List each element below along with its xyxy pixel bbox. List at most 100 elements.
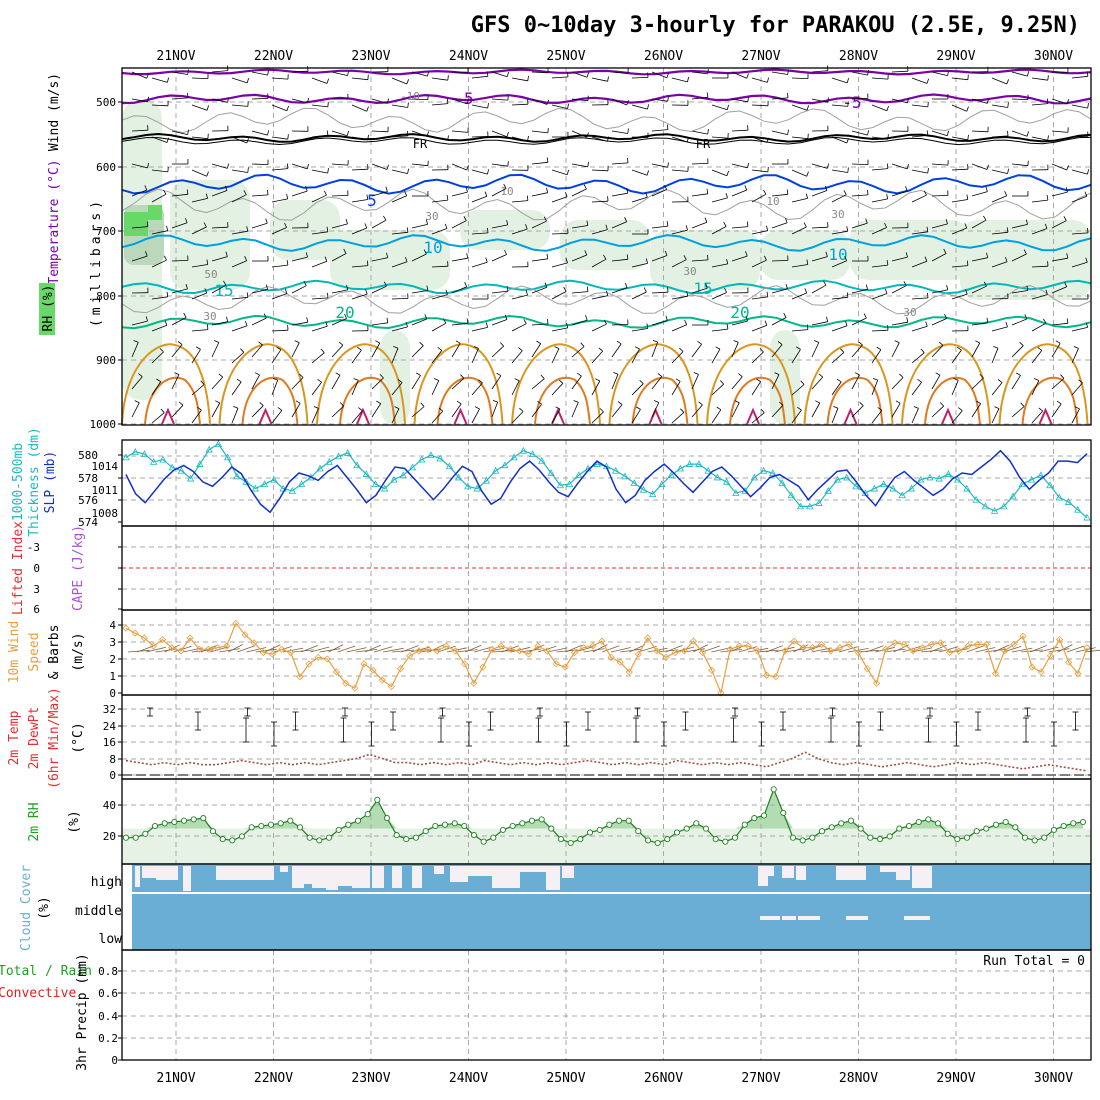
y-tick-label: 578 <box>78 472 98 485</box>
wind-barb-flag <box>865 284 868 290</box>
thickness-point <box>187 474 195 482</box>
slp-label: SLP (mb) <box>43 451 58 514</box>
wind10m-barb <box>146 646 166 653</box>
wind-barb <box>291 70 309 73</box>
wind-barb-flag <box>665 315 668 321</box>
wind-barb-flag <box>944 313 947 319</box>
rh2m-point <box>1031 837 1038 844</box>
thickness-point <box>972 495 980 503</box>
wind-barb <box>511 411 524 424</box>
rh2m-point <box>770 786 777 793</box>
wind-barb <box>171 317 187 326</box>
wind10m-point <box>772 673 780 681</box>
wind-barb-flag <box>846 292 849 298</box>
wind-barb-flag <box>133 340 139 343</box>
cloud-mid-gap <box>760 916 780 920</box>
warm-contour <box>803 343 894 425</box>
wind-barb <box>951 199 968 203</box>
rh2m-point <box>209 828 217 835</box>
wind-barb <box>331 318 347 326</box>
wind-barb-flag <box>1034 378 1039 381</box>
thickness-point <box>667 471 675 479</box>
hot-contour <box>356 407 370 425</box>
wind-barb-flag <box>305 186 308 192</box>
wind10m-point <box>909 647 917 655</box>
wind10m-point <box>314 653 322 661</box>
wind-barb <box>831 352 845 364</box>
wind-barb <box>991 298 1009 300</box>
thickness-point <box>436 454 444 462</box>
wind-barb <box>231 352 245 364</box>
wind-barb-flag <box>246 226 249 232</box>
wind-barb-flag <box>797 406 802 411</box>
wind-barb-flag <box>666 72 669 78</box>
wind-barb-flag <box>964 223 968 229</box>
wind-barb <box>1051 163 1067 171</box>
wind-barb <box>971 285 987 294</box>
wind10m-point <box>378 676 386 684</box>
precip-total-label: Total / Rain <box>0 964 92 979</box>
wind-barb <box>751 230 768 235</box>
wind-barb-flag <box>993 346 999 349</box>
wind-barb <box>211 342 220 358</box>
wind-barb-flag <box>207 324 209 330</box>
wind-barb <box>411 163 428 167</box>
wind-barb-flag <box>667 162 669 168</box>
wind10m-point <box>296 673 304 681</box>
wind-barb-flag <box>987 98 989 104</box>
wind-barb-flag <box>577 372 582 377</box>
wind-barb-flag <box>1044 223 1048 229</box>
wind-barb <box>231 325 248 332</box>
wind-barb-flag <box>383 215 387 221</box>
wind-barb <box>851 344 863 358</box>
wind-barb <box>531 403 542 418</box>
rh2m-point <box>857 825 864 832</box>
wind-barb-flag <box>946 285 949 290</box>
wind-barb-flag <box>527 75 529 81</box>
wind-barb <box>511 294 528 300</box>
wind10m-point <box>232 619 240 627</box>
wind-barb-flag <box>144 185 148 191</box>
thickness-point <box>501 461 509 469</box>
wind-barb-flag <box>777 341 783 345</box>
wind-barb-flag <box>419 342 424 346</box>
hot-contour <box>1038 407 1053 425</box>
rh2m-point <box>161 820 168 827</box>
wind-barb-flag <box>657 373 663 377</box>
wind-barb <box>631 77 649 79</box>
wind10m-barb <box>583 648 605 653</box>
wind10m-point <box>497 642 505 650</box>
wind-barb <box>911 381 922 396</box>
wind-barb-flag <box>485 257 488 263</box>
wind-barb <box>131 376 143 390</box>
wind-barb-flag <box>364 223 368 229</box>
wind-barb <box>791 198 808 203</box>
wind-barb <box>131 163 148 169</box>
wind-barb <box>1031 136 1048 141</box>
wind-barb <box>471 195 488 203</box>
wind-barb <box>1051 130 1068 133</box>
wind10m-point <box>607 653 615 661</box>
wind-barb-flag <box>335 372 341 376</box>
temp2m-grid <box>122 695 1091 779</box>
wind10m-point <box>580 644 588 652</box>
wind-barb-flag <box>147 162 149 168</box>
wind-barb <box>311 408 319 424</box>
hot-contour <box>648 407 663 425</box>
wind-barb <box>671 77 688 83</box>
wind-barb-flag <box>206 105 209 111</box>
wind-barb-flag <box>166 137 169 143</box>
chart-title: GFS 0~10day 3-hourly for PARAKOU (2.5E, … <box>471 13 1080 38</box>
wind-barb <box>791 384 805 396</box>
rh-light-region <box>770 330 800 425</box>
wind-barb-flag <box>1027 71 1029 77</box>
wind-barb-flag <box>805 193 808 199</box>
rh2m-point <box>519 820 526 827</box>
rh2m-peak-area <box>126 789 1083 829</box>
wind10m-point <box>1028 663 1036 671</box>
date-label-bottom: 30NOV <box>1034 1071 1073 1086</box>
run-total: Run Total = 0 <box>983 954 1085 969</box>
wind-barb <box>551 383 564 396</box>
wind-barb-flag <box>547 318 549 324</box>
wind-barb <box>551 169 568 176</box>
